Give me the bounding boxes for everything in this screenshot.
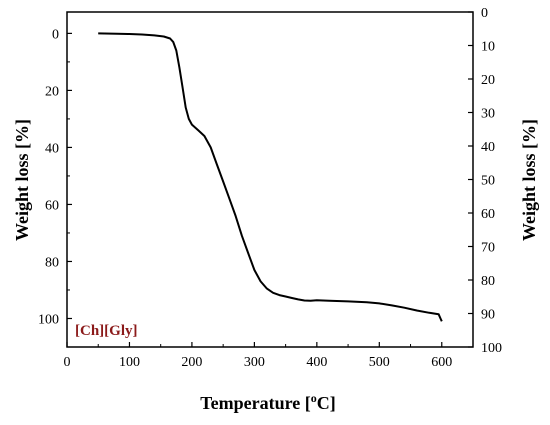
y2-tick-label: 10 xyxy=(481,40,495,55)
x-tick-label: 300 xyxy=(244,355,265,370)
y2-tick-label: 80 xyxy=(481,274,495,289)
y-tick-label: 20 xyxy=(45,84,59,99)
x-tick-label: 200 xyxy=(181,355,202,370)
y2-tick-label: 90 xyxy=(481,308,495,323)
y2-tick-label: 30 xyxy=(481,107,495,122)
y-tick-label: 40 xyxy=(45,141,59,156)
y2-tick-label: 60 xyxy=(481,207,495,222)
y2-tick-label: 20 xyxy=(481,73,495,88)
annotation-label: [Ch][Gly] xyxy=(75,323,138,339)
y-tick-label: 100 xyxy=(38,312,59,327)
y2-tick-label: 100 xyxy=(481,341,502,356)
y-tick-label: 80 xyxy=(45,255,59,270)
y-tick-label: 60 xyxy=(45,198,59,213)
y2-tick-label: 70 xyxy=(481,241,495,256)
ticks-layer: 0 100 200 300 400 500 600 0 20 40 60 80 100 0 10 20 30 40… xyxy=(38,6,502,370)
x-axis-title-suffix: C] xyxy=(317,393,336,413)
y-axis-title: Weight loss [%] xyxy=(12,119,32,241)
y2-tick-label: 50 xyxy=(481,174,495,189)
y2-tick-label: 0 xyxy=(481,6,488,21)
series-layer xyxy=(98,32,443,322)
y2-axis-title: Weight loss [%] xyxy=(519,119,539,241)
x-axis-title-main: Temperature [ xyxy=(200,393,310,413)
x-tick-label: 600 xyxy=(431,355,452,370)
y-tick-label: 0 xyxy=(52,27,59,42)
x-tick-label: 400 xyxy=(306,355,327,370)
x-tick-label: 100 xyxy=(119,355,140,370)
x-tick-label: 0 xyxy=(64,355,71,370)
x-axis-title-sup: o xyxy=(311,391,317,405)
y2-tick-label: 40 xyxy=(481,140,495,155)
plot-frame xyxy=(66,11,474,348)
x-axis-title: Temperature [oC] xyxy=(200,391,335,413)
x-tick-label: 500 xyxy=(369,355,390,370)
tga-curve xyxy=(98,32,443,322)
